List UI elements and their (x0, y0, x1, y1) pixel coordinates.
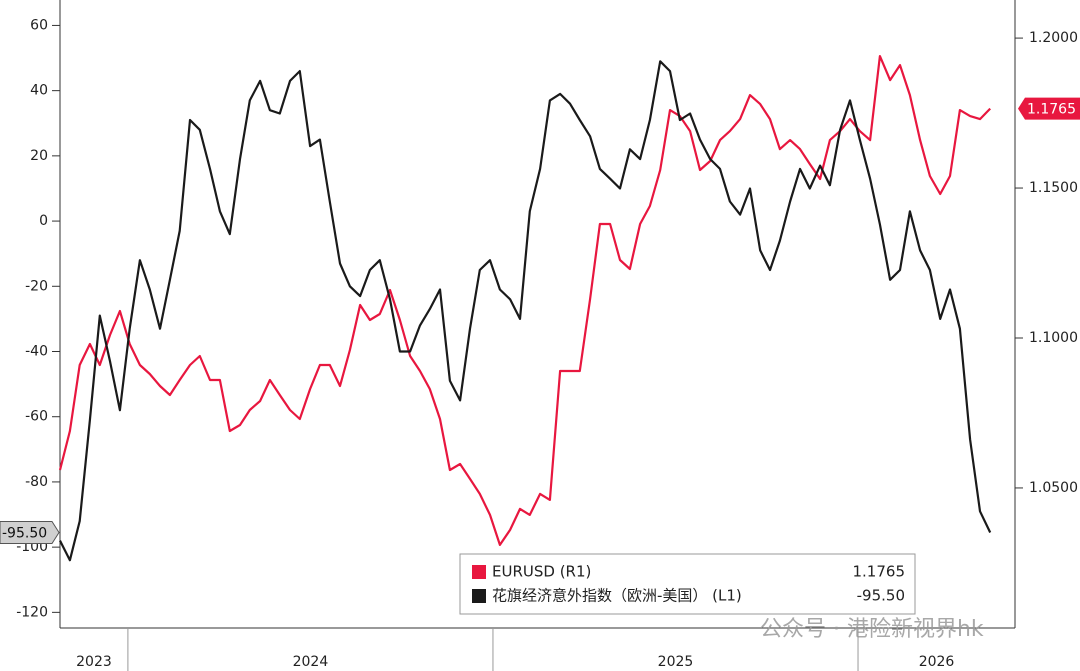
end-tag-label: 1.1765 (1027, 102, 1076, 118)
end-tag (1018, 97, 1080, 120)
y-tick-label: -40 (25, 343, 48, 359)
legend-value: -95.50 (857, 587, 905, 605)
legend-label: 花旗经济意外指数（欧洲-美国） (L1) (492, 587, 742, 605)
y-tick-label: 20 (30, 148, 48, 164)
y-tick-label: -20 (25, 278, 48, 294)
series-line (58, 55, 991, 546)
legend-label: EURUSD (R1) (492, 563, 591, 581)
y2-tick-label: 1.2000 (1029, 30, 1078, 46)
series-line (59, 60, 992, 562)
y-tick-label: 0 (39, 213, 48, 229)
y2-tick-label: 1.1500 (1029, 180, 1078, 196)
y-tick-label: -120 (16, 604, 48, 620)
legend-swatch (472, 565, 486, 579)
y2-tick-label: 1.0500 (1029, 480, 1078, 496)
end-tag-label: -95.50 (2, 525, 47, 541)
x-tick-label: 2025 (658, 654, 694, 670)
x-tick-label: 2023 (76, 654, 112, 670)
y2-tick-label: 1.1000 (1029, 330, 1078, 346)
y-tick-label: 60 (30, 17, 48, 33)
y-tick-label: 40 (30, 83, 48, 99)
legend-swatch (472, 589, 486, 603)
x-tick-label: 2026 (919, 654, 955, 670)
legend-value: 1.1765 (853, 563, 906, 581)
watermark: 公众号 · 港险新视界hk (760, 617, 984, 642)
y-tick-label: -60 (25, 409, 48, 425)
legend-box (459, 553, 916, 615)
end-tag (0, 520, 60, 544)
x-tick-label: 2024 (293, 654, 329, 670)
y-tick-label: -80 (25, 474, 48, 490)
